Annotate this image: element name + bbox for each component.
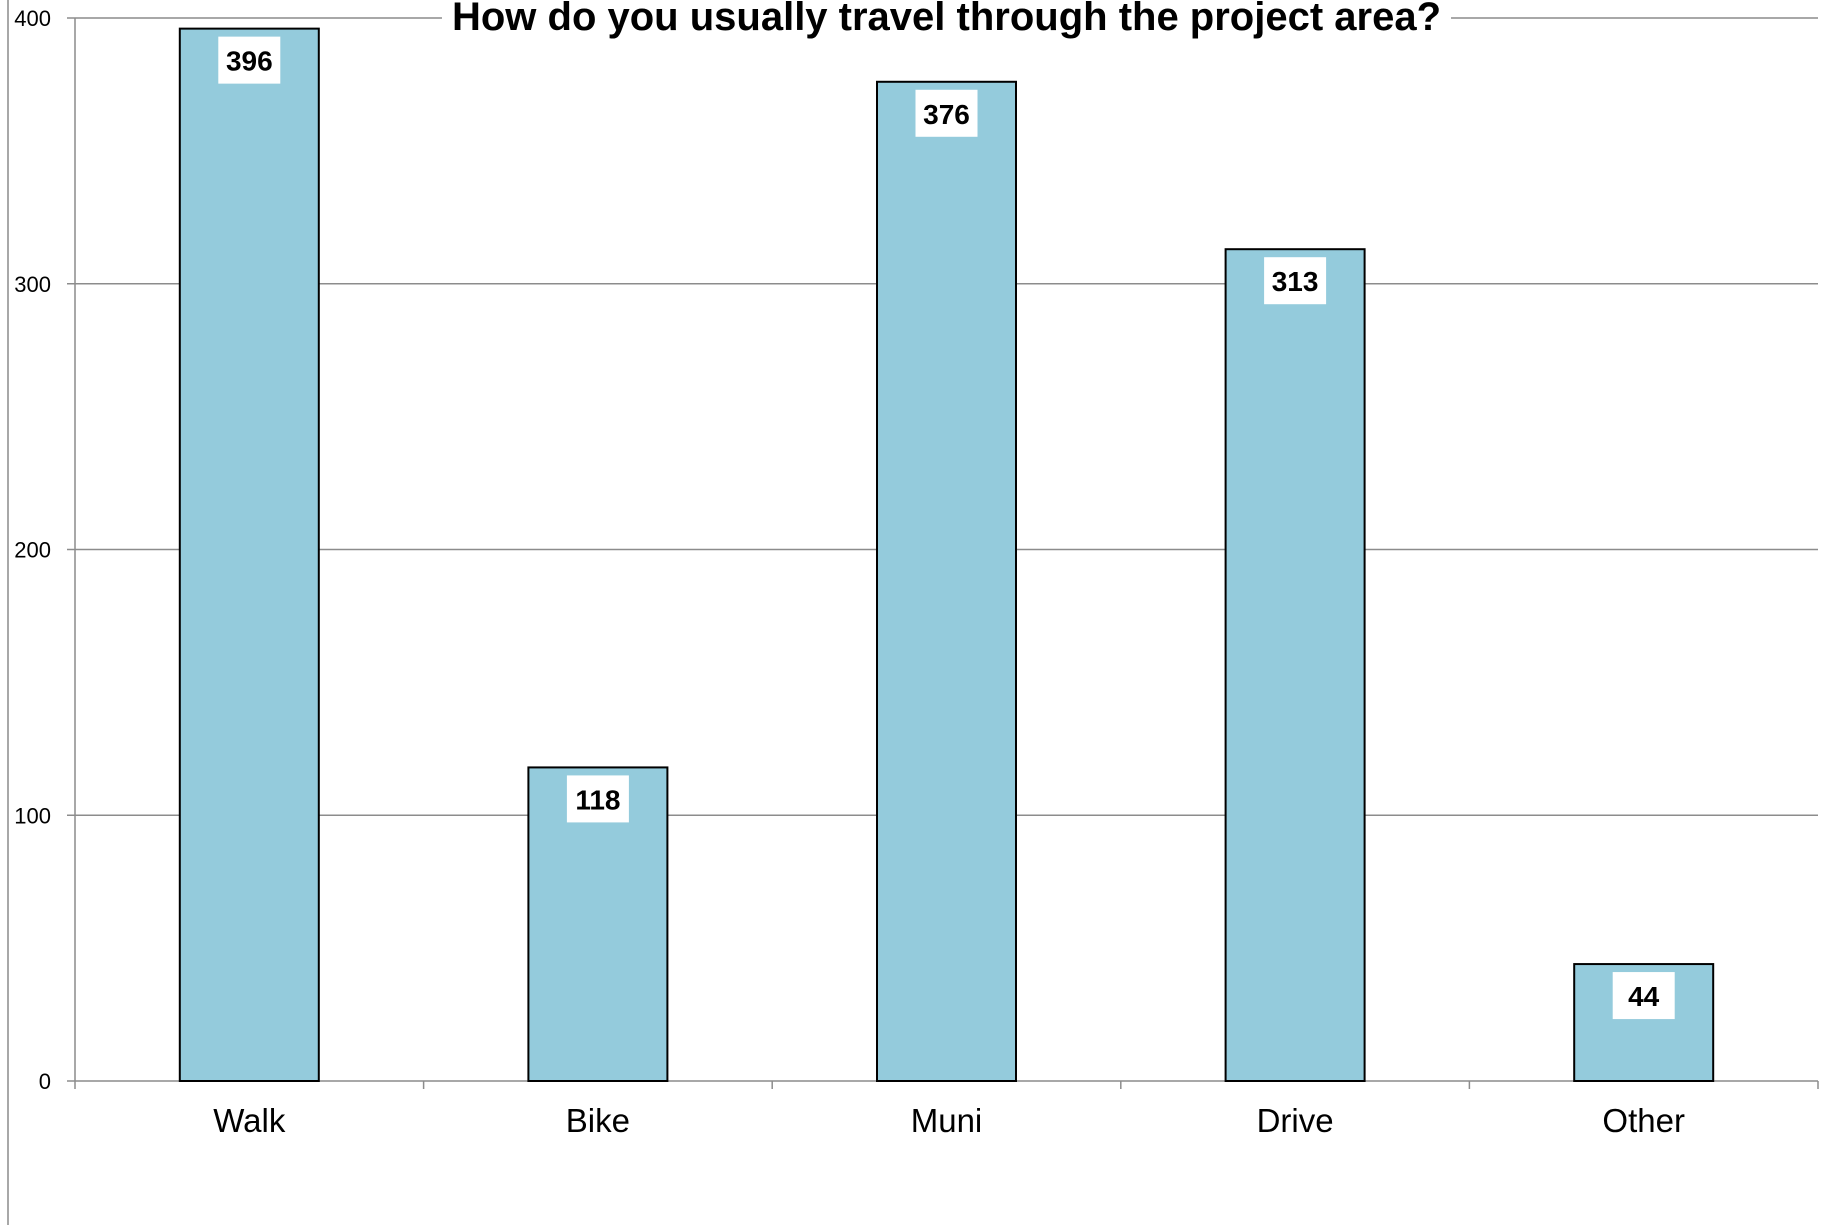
x-tick-label-other: Other [1602, 1102, 1685, 1139]
data-label-background-muni [915, 89, 978, 137]
data-label-drive: 313 [1272, 266, 1319, 297]
bar-drive [1224, 248, 1366, 1082]
x-tick-label-bike: Bike [566, 1102, 630, 1139]
x-tick-label-muni: Muni [911, 1102, 983, 1139]
data-label-background-other [1612, 972, 1675, 1020]
y-axis-tick-labels: 0 100 200 300 400 [14, 6, 51, 1094]
x-tick-label-walk: Walk [213, 1102, 286, 1139]
x-tick-label-drive: Drive [1257, 1102, 1334, 1139]
y-tick-label-300: 300 [14, 272, 51, 297]
y-tick-label-0: 0 [39, 1069, 51, 1094]
data-label-muni: 376 [923, 99, 970, 130]
x-axis-tick-labels: Walk Bike Muni Drive Other [213, 1102, 1685, 1139]
chart-title: How do you usually travel through the pr… [452, 0, 1441, 39]
bars [178, 27, 1715, 1083]
y-tick-label-200: 200 [14, 538, 51, 563]
data-label-walk: 396 [226, 46, 273, 77]
data-label-other: 44 [1628, 981, 1660, 1012]
data-label-bike: 118 [575, 784, 620, 815]
y-tick-label-100: 100 [14, 803, 51, 828]
y-tick-label-400: 400 [14, 6, 51, 31]
data-label-background-bike [566, 775, 629, 823]
data-label-background-walk [218, 36, 281, 84]
bar-muni [876, 80, 1017, 1082]
chart-title-background [441, 0, 1452, 38]
bar-walk [178, 27, 320, 1082]
data-label-background-drive [1264, 257, 1327, 305]
data-labels: 396 118 376 313 44 [218, 36, 1675, 1020]
